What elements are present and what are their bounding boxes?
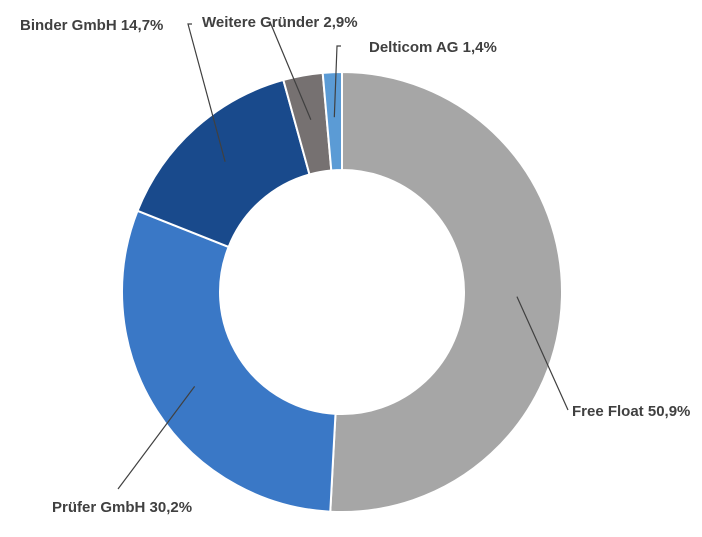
leader-line-3 [187,23,226,162]
leader-line-4 [269,21,312,121]
data-label-3: Binder GmbH 14,7% [20,17,163,34]
slice-binder-gmbh [136,78,311,249]
data-label-1: Free Float 50,9% [572,403,690,420]
data-label-2: Prüfer GmbH 30,2% [52,499,192,516]
slice-prüfer-gmbh [121,209,337,513]
leader-line-5 [333,45,341,118]
data-label-5: Delticom AG 1,4% [369,39,497,56]
data-label-4: Weitere Gründer 2,9% [202,14,358,31]
slice-delticom-ag [321,70,343,172]
leader-line-2 [117,386,196,490]
leader-line-1 [516,296,569,411]
slice-free-float [329,70,563,513]
